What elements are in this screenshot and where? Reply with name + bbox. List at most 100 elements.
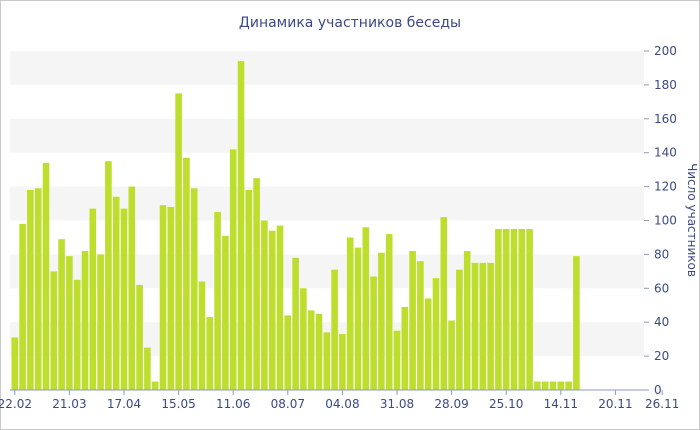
bar bbox=[573, 256, 580, 390]
y-tick-label: 100 bbox=[654, 214, 677, 228]
bar bbox=[526, 228, 533, 390]
bar bbox=[144, 347, 151, 391]
bar bbox=[417, 261, 424, 390]
bar bbox=[448, 320, 455, 390]
bar bbox=[518, 228, 526, 390]
bar bbox=[89, 208, 97, 390]
x-tick-label: 22.02 bbox=[0, 397, 32, 411]
y-tick-label: 140 bbox=[654, 146, 677, 160]
grid-band bbox=[10, 118, 644, 153]
x-tick-label: 08.07 bbox=[271, 397, 305, 411]
bar bbox=[19, 223, 26, 390]
bars-group bbox=[11, 61, 580, 391]
bar bbox=[198, 281, 206, 390]
bar bbox=[346, 237, 354, 390]
bar bbox=[190, 188, 198, 390]
x-tick-label: 28.09 bbox=[434, 397, 468, 411]
bar bbox=[229, 149, 237, 390]
bar bbox=[385, 234, 393, 390]
y-tick-label: 180 bbox=[654, 78, 677, 92]
x-axis-ticks: 22.02 21.03 17.04 15.05 11.06 08.07 04.08 31.08… bbox=[0, 390, 679, 411]
chart-title: Динамика участников беседы bbox=[239, 15, 461, 31]
x-tick-label: 04.08 bbox=[325, 397, 359, 411]
bar bbox=[534, 381, 541, 390]
bar bbox=[300, 288, 307, 390]
x-tick-label: 25.10 bbox=[489, 397, 523, 411]
bar bbox=[42, 162, 50, 390]
x-tick-label: 21.03 bbox=[52, 397, 86, 411]
bar bbox=[206, 317, 214, 390]
bar bbox=[409, 251, 416, 390]
bar bbox=[487, 262, 494, 391]
bar bbox=[401, 306, 409, 390]
bar bbox=[237, 61, 245, 391]
bar bbox=[245, 189, 253, 390]
bar bbox=[34, 188, 42, 390]
x-tick-label: 26.11 bbox=[645, 397, 679, 411]
bar bbox=[120, 208, 128, 390]
bar bbox=[495, 228, 502, 390]
bar bbox=[440, 217, 448, 390]
bar bbox=[370, 276, 377, 390]
bar bbox=[331, 269, 338, 390]
bar bbox=[81, 251, 89, 390]
y-tick-label: 60 bbox=[654, 281, 669, 295]
y-tick-label: 200 bbox=[654, 44, 677, 58]
bar bbox=[136, 284, 143, 390]
bar bbox=[339, 334, 346, 390]
x-tick-label: 17.04 bbox=[107, 397, 141, 411]
bar bbox=[128, 186, 136, 390]
bar bbox=[58, 239, 65, 390]
bar bbox=[276, 225, 284, 390]
x-tick-label: 20.11 bbox=[598, 397, 632, 411]
bar bbox=[27, 189, 34, 390]
bar bbox=[97, 254, 104, 390]
bar bbox=[456, 269, 463, 390]
bar bbox=[159, 205, 167, 390]
bar bbox=[557, 381, 565, 390]
y-tick-label: 80 bbox=[654, 247, 669, 261]
bar bbox=[11, 337, 19, 390]
x-tick-label: 31.08 bbox=[380, 397, 414, 411]
x-tick-label: 11.06 bbox=[216, 397, 250, 411]
bar bbox=[261, 220, 268, 390]
x-tick-label: 14.11 bbox=[544, 397, 578, 411]
bar bbox=[549, 381, 557, 390]
bar bbox=[463, 251, 471, 390]
bar bbox=[167, 206, 175, 390]
bar bbox=[175, 93, 182, 391]
bar bbox=[73, 279, 81, 390]
bar bbox=[541, 381, 549, 390]
bar bbox=[393, 330, 401, 390]
y-tick-label: 40 bbox=[654, 315, 669, 329]
bar bbox=[50, 271, 58, 390]
bar bbox=[222, 235, 229, 390]
bar bbox=[354, 247, 362, 390]
grid-band bbox=[10, 51, 644, 85]
bar bbox=[323, 332, 331, 390]
x-tick-label: 15.05 bbox=[161, 397, 195, 411]
bar bbox=[284, 315, 292, 390]
bar bbox=[479, 262, 487, 391]
bar bbox=[510, 228, 518, 390]
bar bbox=[183, 157, 190, 390]
bar bbox=[214, 212, 221, 390]
bar bbox=[268, 230, 276, 390]
y-axis-title: Число участников bbox=[685, 163, 699, 277]
bar bbox=[378, 252, 385, 390]
bar bbox=[565, 381, 572, 390]
bar bbox=[253, 178, 260, 391]
bar bbox=[424, 298, 432, 390]
bar bbox=[307, 310, 315, 390]
y-axis-ticks: 0 20 40 60 80 100 120 140 160 180 200 bbox=[644, 44, 677, 397]
y-tick-label: 120 bbox=[654, 180, 677, 194]
bar bbox=[66, 256, 73, 390]
bar bbox=[432, 278, 440, 390]
bar bbox=[151, 381, 159, 390]
bar bbox=[315, 313, 323, 390]
bar bbox=[112, 196, 120, 390]
y-tick-label: 0 bbox=[654, 383, 662, 397]
bar bbox=[471, 262, 479, 391]
bar bbox=[105, 161, 112, 390]
